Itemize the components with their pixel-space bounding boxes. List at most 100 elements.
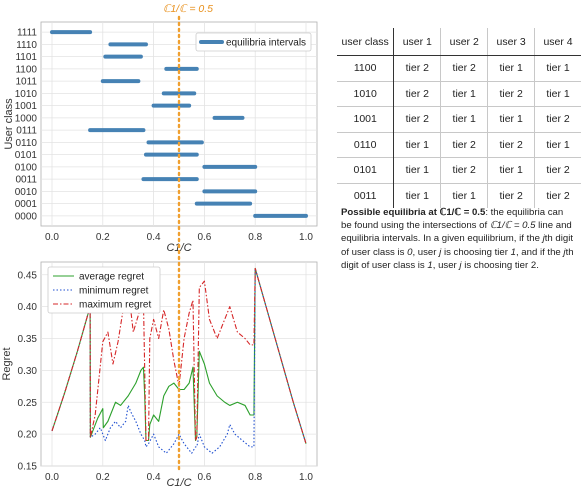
table-row: 1100 tier 2 tier 2 tier 1 tier 1 bbox=[337, 55, 581, 81]
table-cell: tier 1 bbox=[534, 55, 581, 81]
caption-emph: j bbox=[563, 246, 566, 258]
legend-label-maximum-regret: maximum regret bbox=[79, 300, 151, 311]
caption-bold: Possible equilibria at ℂ1/ℂ = 0.5 bbox=[341, 207, 486, 218]
bottom-y-tick-label: 0.30 bbox=[18, 366, 38, 377]
top-y-tick-label: 1101 bbox=[15, 52, 37, 63]
threshold-label: ℂ1/ℂ = 0.5 bbox=[163, 3, 213, 15]
top-x-tick-label: 0.8 bbox=[248, 232, 262, 243]
top-y-tick-label: 0101 bbox=[15, 150, 38, 161]
legend-label-average-regret: average regret bbox=[79, 272, 144, 283]
bottom-y-tick-label: 0.40 bbox=[18, 302, 38, 313]
table-row: 1001 tier 2 tier 1 tier 1 tier 2 bbox=[337, 106, 581, 132]
table-cell: tier 2 bbox=[405, 62, 429, 75]
average-regret-line bbox=[51, 267, 307, 444]
top-x-tick-label: 1.0 bbox=[299, 232, 313, 243]
caption-emph: 1 bbox=[427, 259, 433, 271]
table-cell: tier 2 bbox=[534, 157, 581, 183]
table-cell: tier 2 bbox=[440, 55, 488, 81]
top-x-tick-label: 0.0 bbox=[45, 232, 59, 243]
table-cell: tier 1 bbox=[534, 131, 581, 158]
table-header-cell: user 2 bbox=[440, 28, 488, 56]
caption-emph: 1 bbox=[510, 246, 516, 258]
top-y-tick-label: 1100 bbox=[15, 64, 37, 75]
table-header-cell: user 3 bbox=[487, 28, 535, 56]
bottom-y-tick-label: 0.15 bbox=[18, 462, 38, 473]
regret-series bbox=[51, 267, 307, 454]
caption-emph: j bbox=[542, 233, 545, 245]
table-cell: tier 2 bbox=[487, 80, 535, 107]
top-y-tick-label: 1111 bbox=[17, 28, 37, 39]
table-row: 0011 tier 1 tier 1 tier 2 tier 2 bbox=[337, 182, 581, 208]
bottom-y-tick-labels: 0.15 0.20 0.25 0.30 0.35 0.40 0.45 bbox=[18, 270, 38, 472]
caption-emph: 0 bbox=[407, 246, 413, 258]
table-cell: tier 2 bbox=[440, 157, 488, 183]
top-y-tick-label: 1010 bbox=[15, 89, 38, 100]
top-y-tick-label: 1001 bbox=[15, 101, 38, 112]
bottom-y-tick-label: 0.45 bbox=[18, 270, 38, 281]
table-cell: tier 2 bbox=[534, 182, 581, 208]
bottom-x-tick-label: 1.0 bbox=[299, 472, 313, 483]
table-cell: 1010 bbox=[337, 80, 395, 107]
top-y-tick-label: 0100 bbox=[15, 162, 38, 173]
table-row: 1010 tier 2 tier 1 tier 2 tier 1 bbox=[337, 80, 581, 107]
bottom-legend-box bbox=[47, 266, 161, 314]
table-cell: tier 1 bbox=[393, 131, 441, 158]
minimum-regret-line bbox=[51, 267, 307, 454]
regret-chart: 0.150.200.250.300.350.400.45 0.0 0.2 0.4 0.… bbox=[1, 261, 318, 489]
caption-text: th digit of user class is bbox=[341, 233, 573, 258]
table-cell: tier 1 bbox=[487, 106, 535, 132]
top-y-tick-label: 0001 bbox=[15, 199, 38, 210]
top-y-tick-label: 1011 bbox=[15, 77, 37, 88]
table-row: 0101 tier 1 tier 2 tier 1 tier 2 bbox=[337, 157, 581, 183]
caption-text: , user bbox=[412, 246, 440, 258]
legend-label-equilibria-intervals: equilibria intervals bbox=[226, 38, 306, 49]
table-row: 0110 tier 1 tier 2 tier 2 tier 1 bbox=[337, 131, 581, 158]
table-cell: tier 1 bbox=[393, 182, 441, 208]
top-y-tick-label: 0000 bbox=[15, 211, 38, 222]
caption-text: th digit of user class is bbox=[341, 246, 574, 271]
table-cell: 0011 bbox=[337, 182, 395, 208]
table-cell: tier 2 bbox=[393, 80, 441, 107]
top-y-tick-label: 0111 bbox=[16, 126, 37, 137]
table-cell: tier 1 bbox=[440, 182, 488, 208]
caption-text: line and equilibria intervals. In a give… bbox=[341, 220, 572, 245]
table-cell: tier 1 bbox=[440, 106, 488, 132]
legend-label-minimum-regret: minimum regret bbox=[79, 286, 149, 297]
bottom-x-tick-labels: 0.0 0.2 0.4 0.6 0.8 1.0 bbox=[45, 472, 313, 483]
bottom-x-tick-label: 0.0 bbox=[45, 472, 59, 483]
table-cell: tier 2 bbox=[393, 106, 441, 132]
table-header-cell: user 4 bbox=[534, 28, 581, 56]
bottom-y-tick-label: 0.20 bbox=[18, 430, 38, 441]
top-x-tick-label: 0.6 bbox=[197, 232, 211, 243]
table-cell: tier 2 bbox=[440, 131, 488, 158]
figure-caption: Possible equilibria at ℂ1/ℂ = 0.5: the e… bbox=[341, 206, 575, 272]
top-y-tick-label: 1110 bbox=[16, 40, 37, 51]
caption-text: is choosing tier 2. bbox=[461, 259, 539, 271]
bottom-legend: average regret minimum regret maximum re… bbox=[47, 266, 161, 314]
top-y-tick-label: 0010 bbox=[15, 187, 38, 198]
top-y-tick-label: 1000 bbox=[15, 113, 38, 124]
top-y-tick-label: 0011 bbox=[15, 175, 37, 186]
table-cell: tier 1 bbox=[534, 80, 581, 107]
table-cell: tier 1 bbox=[393, 157, 441, 183]
bottom-x-tick-label: 0.8 bbox=[248, 472, 262, 483]
equilibria-table: user class user 1 user 2 user 3 user 4 1… bbox=[337, 28, 581, 208]
top-y-tick-label: 0110 bbox=[15, 138, 37, 149]
caption-text: : the equilibria can be found using the … bbox=[341, 207, 564, 232]
table-cell: 1001 bbox=[337, 106, 395, 132]
table-cell: tier 2 bbox=[487, 131, 535, 158]
top-x-tick-labels: 0.0 0.2 0.4 0.6 0.8 1.0 bbox=[45, 232, 313, 243]
table-cell: 0101 bbox=[337, 157, 395, 183]
top-legend-box bbox=[195, 32, 312, 52]
bottom-x-tick-label: 0.4 bbox=[147, 472, 161, 483]
interval-bars bbox=[50, 30, 308, 218]
table-header-cell: user class bbox=[337, 28, 395, 56]
table-cell: 1100 bbox=[337, 55, 395, 81]
top-legend: equilibria intervals bbox=[195, 32, 312, 52]
table-cell: tier 1 bbox=[440, 80, 488, 107]
caption-text: , and if the bbox=[515, 246, 564, 258]
table-cell: tier 2 bbox=[534, 106, 581, 132]
